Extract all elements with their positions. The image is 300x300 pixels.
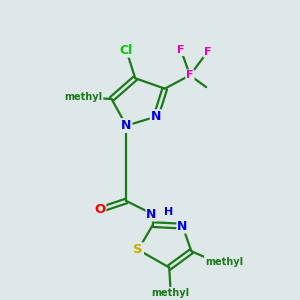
Text: N: N <box>151 110 161 123</box>
Text: F: F <box>177 45 185 55</box>
Text: N: N <box>146 208 157 221</box>
Text: N: N <box>121 119 131 132</box>
Text: H: H <box>164 207 173 217</box>
Text: F: F <box>186 70 194 80</box>
Text: O: O <box>94 203 105 216</box>
Text: Cl: Cl <box>120 44 133 57</box>
Text: methyl: methyl <box>152 288 190 298</box>
Text: F: F <box>204 47 212 57</box>
Text: S: S <box>134 243 143 256</box>
Text: methyl: methyl <box>64 92 103 103</box>
Text: N: N <box>177 220 188 232</box>
Text: methyl: methyl <box>205 256 243 267</box>
